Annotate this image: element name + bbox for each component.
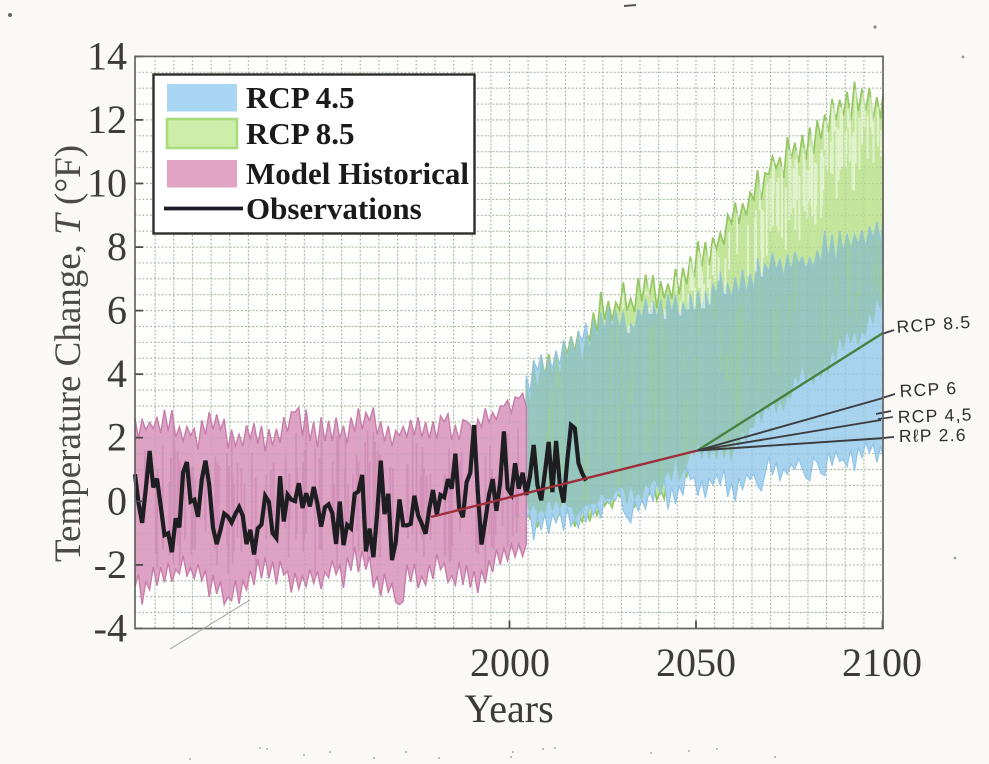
- svg-text:4: 4: [107, 351, 127, 396]
- svg-text:6: 6: [107, 288, 127, 333]
- svg-text:8: 8: [107, 224, 127, 269]
- svg-text:10: 10: [87, 161, 127, 206]
- svg-text:-2: -2: [94, 542, 127, 587]
- svg-text:0: 0: [107, 478, 127, 523]
- svg-text:RℓP 2.6: RℓP 2.6: [899, 425, 967, 446]
- svg-text:2000: 2000: [470, 640, 550, 685]
- svg-text:Years: Years: [464, 686, 553, 731]
- svg-text:2: 2: [107, 415, 127, 460]
- svg-text:RCP 4,5: RCP 4,5: [897, 404, 973, 427]
- svg-text:Temperature Change, T (°F): Temperature Change, T (°F): [48, 145, 89, 562]
- svg-text:14: 14: [87, 33, 127, 78]
- svg-text:Observations: Observations: [246, 191, 422, 226]
- svg-text:2100: 2100: [842, 640, 922, 685]
- svg-text:RCP 6: RCP 6: [899, 378, 958, 401]
- svg-text:2050: 2050: [656, 640, 736, 685]
- svg-text:RCP 4.5: RCP 4.5: [246, 80, 355, 115]
- svg-text:12: 12: [87, 97, 127, 142]
- svg-text:Model Historical: Model Historical: [246, 156, 469, 191]
- svg-text:-4: -4: [94, 605, 127, 650]
- svg-text:RCP 8.5: RCP 8.5: [246, 116, 355, 151]
